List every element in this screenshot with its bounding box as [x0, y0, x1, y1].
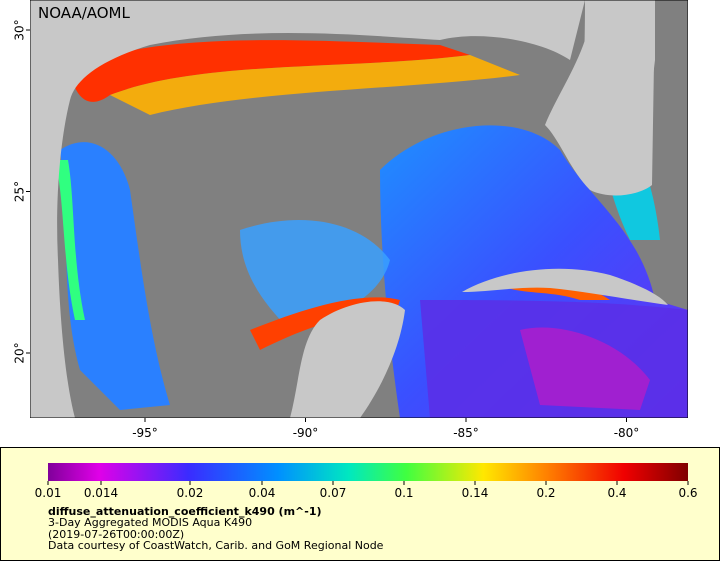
ocean-data — [110, 55, 520, 115]
land — [30, 0, 585, 418]
colorbar-label: 0.02 — [177, 486, 204, 500]
lat-tick-label: 25° — [13, 181, 27, 202]
colorbar-label: 0.4 — [607, 486, 626, 500]
legend-description: 3-Day Aggregated MODIS Aqua K490 — [48, 516, 252, 529]
colorbar-label: 0.14 — [462, 486, 489, 500]
legend-source: Data courtesy of CoastWatch, Carib. and … — [48, 539, 384, 552]
land — [462, 268, 668, 305]
ocean-data — [520, 327, 650, 410]
colorbar-label: 0.07 — [320, 486, 347, 500]
colorbar-label: 0.04 — [249, 486, 276, 500]
ocean-data — [70, 40, 470, 102]
credit: NOAA/AOML — [38, 4, 131, 22]
land — [290, 301, 405, 418]
colorbar-label: 0.1 — [394, 486, 413, 500]
ocean-data — [60, 142, 170, 410]
colorbar-label: 0.2 — [536, 486, 555, 500]
legend-time: (2019-07-26T00:00:00Z) — [48, 528, 184, 541]
colorbar-label: 0.01 — [35, 486, 62, 500]
lon-tick-label: -90° — [293, 426, 319, 440]
lat-tick-label: 30° — [13, 19, 27, 40]
lat-tick-label: 20° — [13, 342, 27, 363]
colorbar-label: 0.6 — [678, 486, 697, 500]
ocean-data — [55, 160, 85, 320]
map: NOAA/AOML — [30, 0, 688, 418]
lon-tick-label: -95° — [132, 426, 158, 440]
colorbar — [48, 463, 688, 481]
no-data — [570, 0, 688, 40]
lon-tick-label: -80° — [614, 426, 640, 440]
lon-tick-label: -85° — [453, 426, 479, 440]
land — [583, 0, 655, 187]
colorbar-label: 0.014 — [84, 486, 118, 500]
legend-variable: diffuse_attenuation_coefficient_k490 (m^… — [48, 505, 322, 518]
